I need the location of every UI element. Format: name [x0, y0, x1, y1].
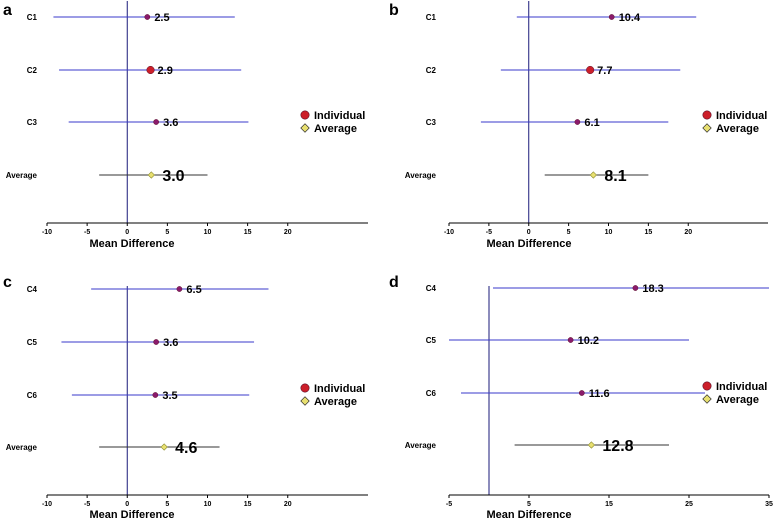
- row-label: C3: [426, 118, 437, 127]
- individual-point-marker: [152, 392, 159, 398]
- row-label: Average: [405, 441, 437, 450]
- x-tick-label: 5: [527, 501, 531, 508]
- legend-average-marker: [300, 123, 310, 133]
- legend-average-label: Average: [314, 123, 357, 135]
- row-label: C2: [27, 66, 38, 75]
- x-tick-label: 35: [765, 501, 773, 508]
- x-tick-label: 5: [567, 229, 571, 236]
- x-tick-label: 10: [204, 229, 212, 236]
- x-tick-label: -10: [42, 501, 52, 508]
- x-tick-label: 15: [605, 501, 613, 508]
- individual-point-marker: [153, 119, 159, 125]
- point-value-label: 2.9: [158, 65, 173, 77]
- average-value-label: 4.6: [175, 440, 197, 457]
- legend-individual-label: Individual: [716, 110, 767, 122]
- legend-average-marker: [702, 123, 712, 133]
- x-tick-label: 0: [527, 229, 531, 236]
- row-label: C5: [27, 338, 38, 347]
- row-label: C6: [426, 389, 437, 398]
- x-axis-title: Mean Difference: [90, 509, 175, 521]
- point-value-label: 2.5: [154, 12, 169, 24]
- average-diamond-marker: [147, 171, 155, 179]
- legend-individual-marker: [702, 381, 712, 391]
- point-value-label: 18.3: [642, 283, 663, 295]
- x-axis-title: Mean Difference: [90, 238, 175, 250]
- legend-average-marker: [702, 394, 712, 404]
- legend-average-label: Average: [314, 396, 357, 408]
- individual-point-marker: [578, 390, 585, 396]
- x-tick-label: 15: [244, 501, 252, 508]
- row-label: C5: [426, 336, 437, 345]
- x-tick-label: -5: [84, 501, 90, 508]
- panel-letter: b: [389, 2, 399, 19]
- row-label: Average: [6, 443, 38, 452]
- average-value-label: 3.0: [162, 168, 184, 185]
- legend-individual-label: Individual: [314, 383, 365, 395]
- row-label: Average: [6, 171, 38, 180]
- legend-individual-marker: [300, 110, 310, 120]
- point-value-label: 11.6: [589, 388, 610, 400]
- individual-point-marker: [176, 286, 183, 292]
- x-tick-label: 10: [605, 229, 613, 236]
- x-tick-label: -5: [486, 229, 492, 236]
- x-tick-label: 10: [204, 501, 212, 508]
- point-value-label: 10.2: [578, 335, 599, 347]
- row-label: C2: [426, 66, 437, 75]
- point-value-label: 3.6: [163, 337, 178, 349]
- point-value-label: 3.5: [162, 390, 177, 402]
- x-tick-label: -5: [84, 229, 90, 236]
- x-tick-label: 15: [244, 229, 252, 236]
- average-diamond-marker: [587, 441, 596, 449]
- individual-point-marker: [608, 14, 615, 20]
- row-label: C4: [27, 285, 38, 294]
- x-tick-label: 25: [685, 501, 693, 508]
- individual-point-marker: [153, 339, 159, 345]
- legend-average-label: Average: [716, 394, 759, 406]
- individual-point-marker: [146, 65, 155, 75]
- x-tick-label: 15: [644, 229, 652, 236]
- individual-point-marker: [586, 65, 595, 75]
- individual-point-marker: [574, 119, 581, 125]
- x-tick-label: -5: [446, 501, 452, 508]
- row-label: C3: [27, 118, 38, 127]
- x-tick-label: 0: [125, 501, 129, 508]
- point-value-label: 6.1: [584, 117, 599, 129]
- point-value-label: 7.7: [597, 65, 612, 77]
- point-value-label: 10.4: [619, 12, 641, 24]
- point-value-label: 6.5: [186, 284, 201, 296]
- x-tick-label: 5: [165, 229, 169, 236]
- row-label: C1: [426, 13, 437, 22]
- x-tick-label: 5: [165, 501, 169, 508]
- x-tick-label: -10: [444, 229, 454, 236]
- individual-point-marker: [632, 285, 639, 291]
- point-value-label: 3.6: [163, 117, 178, 129]
- individual-point-marker: [567, 337, 574, 343]
- average-diamond-marker: [160, 443, 168, 451]
- legend-individual-marker: [300, 383, 310, 393]
- x-axis-title: Mean Difference: [487, 509, 572, 521]
- x-tick-label: 20: [684, 229, 692, 236]
- row-label: C4: [426, 284, 437, 293]
- average-diamond-marker: [589, 171, 597, 179]
- row-label: Average: [405, 171, 437, 180]
- legend-individual-marker: [702, 110, 712, 120]
- x-tick-label: 20: [284, 229, 292, 236]
- average-value-label: 8.1: [604, 168, 626, 185]
- x-tick-label: -10: [42, 229, 52, 236]
- row-label: C6: [27, 391, 38, 400]
- row-label: C1: [27, 13, 38, 22]
- legend-individual-label: Individual: [716, 381, 767, 393]
- legend-individual-label: Individual: [314, 110, 365, 122]
- x-tick-label: 20: [284, 501, 292, 508]
- legend-average-label: Average: [716, 123, 759, 135]
- average-value-label: 12.8: [602, 438, 633, 455]
- panel-letter: a: [3, 2, 12, 19]
- individual-point-marker: [144, 14, 151, 20]
- x-tick-label: 0: [125, 229, 129, 236]
- legend-average-marker: [300, 396, 310, 406]
- x-axis-title: Mean Difference: [487, 238, 572, 250]
- panel-letter: c: [3, 274, 12, 291]
- panel-letter: d: [389, 274, 399, 291]
